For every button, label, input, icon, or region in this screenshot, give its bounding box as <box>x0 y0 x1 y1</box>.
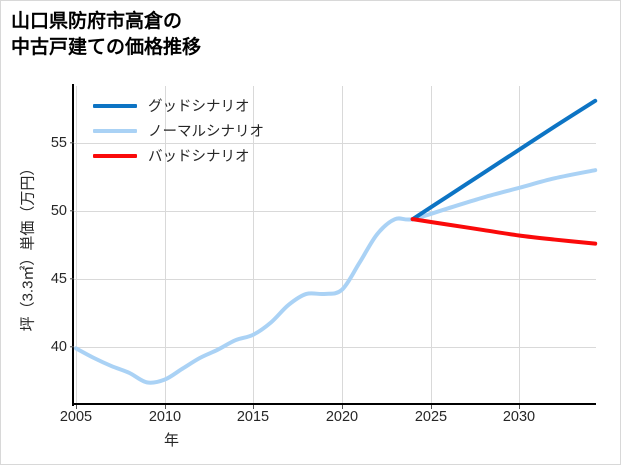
x-tick-mark-2020 <box>342 405 344 409</box>
x-axis-spine <box>72 403 596 406</box>
y-tick-label-55: 55 <box>50 135 67 151</box>
legend-item-bad: バッドシナリオ <box>79 143 295 168</box>
series-line-ノーマルシナリオ <box>74 168 598 385</box>
gridline-x-2015 <box>253 86 254 404</box>
y-tick-mark-40 <box>70 346 74 348</box>
y-tick-mark-50 <box>70 210 74 212</box>
y-tick-label-50: 50 <box>50 203 67 219</box>
legend-item-normal: ノーマルシナリオ <box>79 118 295 143</box>
legend-label-good: グッドシナリオ <box>148 99 250 115</box>
gridline-y-40 <box>74 347 596 348</box>
x-tick-mark-2015 <box>253 405 255 409</box>
x-tick-label-2025: 2025 <box>414 409 448 425</box>
x-axis-label: 年 <box>1 429 620 450</box>
x-tick-mark-2010 <box>165 405 167 409</box>
gridline-x-2010 <box>165 86 166 404</box>
x-axis-label-text: 年 <box>163 432 179 449</box>
y-axis-spine <box>72 84 75 406</box>
x-tick-label-2020: 2020 <box>325 409 359 425</box>
legend-label-normal: ノーマルシナリオ <box>148 124 264 140</box>
x-tick-mark-2030 <box>519 405 521 409</box>
x-tick-label-2005: 2005 <box>59 409 93 425</box>
gridline-x-2020 <box>342 86 343 404</box>
x-tick-mark-2025 <box>431 405 433 409</box>
x-tick-label-2015: 2015 <box>236 409 270 425</box>
series-line-グッドシナリオ <box>410 98 598 222</box>
legend-item-good: グッドシナリオ <box>79 93 295 118</box>
gridline-x-2030 <box>519 86 520 404</box>
y-tick-mark-55 <box>70 142 74 144</box>
gridline-y-50 <box>74 211 596 212</box>
x-tick-mark-2005 <box>76 405 78 409</box>
y-tick-label-40: 40 <box>50 339 67 355</box>
x-tick-label-2030: 2030 <box>502 409 536 425</box>
legend-swatch-normal <box>93 128 137 133</box>
x-tick-label-2010: 2010 <box>148 409 182 425</box>
series-line-バッドシナリオ <box>410 217 598 246</box>
gridline-y-45 <box>74 279 596 280</box>
legend-label-bad: バッドシナリオ <box>148 149 250 165</box>
legend-swatch-bad <box>93 153 137 158</box>
gridline-y-55 <box>74 143 596 144</box>
y-tick-label-45: 45 <box>50 271 67 287</box>
chart-legend: グッドシナリオ ノーマルシナリオ バッドシナリオ <box>79 89 295 172</box>
gridline-x-2005 <box>76 86 77 404</box>
chart-title: 山口県防府市高倉の 中古戸建ての価格推移 <box>11 11 202 58</box>
gridline-x-2025 <box>431 86 432 404</box>
y-tick-mark-45 <box>70 278 74 280</box>
legend-swatch-good <box>93 103 137 108</box>
plot-area <box>74 86 596 404</box>
